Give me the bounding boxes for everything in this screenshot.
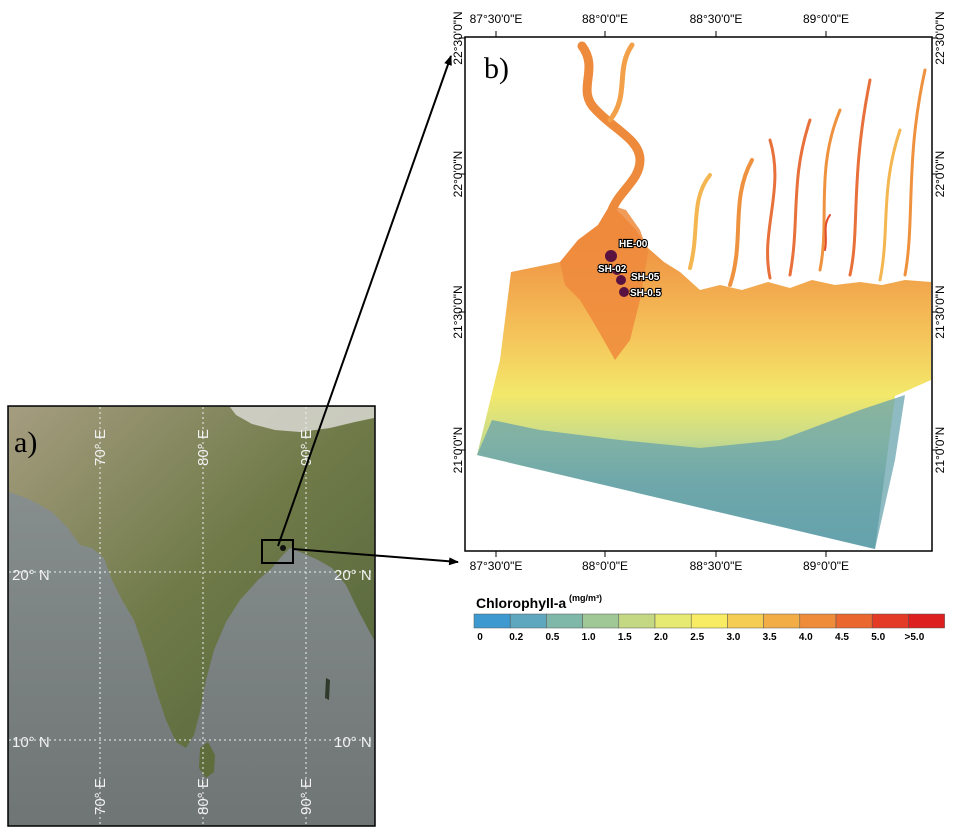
legend-tick-label: 5.0 xyxy=(871,632,885,643)
legend-swatch xyxy=(871,613,909,629)
legend-tick-label: 0.2 xyxy=(509,632,523,643)
legend-swatch xyxy=(582,613,620,629)
panel-b-lat-left-22-30: 22°30'0"N xyxy=(451,11,465,64)
legend-swatch xyxy=(799,613,837,629)
panel-b-lon-top-89-0: 89°0'0"E xyxy=(803,12,849,26)
station-label-he-00: HE-00 xyxy=(619,239,648,250)
legend-swatch xyxy=(763,613,801,629)
station-marker xyxy=(612,265,622,275)
legend-swatch xyxy=(473,613,511,629)
legend-swatch xyxy=(509,613,547,629)
low-chl-band xyxy=(477,395,905,549)
panel-a-lat-right-10: 10° N xyxy=(334,734,372,751)
panel-a-map: a) 70° E 80° E 90° E 70° E 80° E 90° E 2… xyxy=(7,405,376,827)
legend-tick-label: 3.5 xyxy=(763,632,777,643)
panel-a-lon-bottom-90: 90° E xyxy=(298,778,315,815)
panel-a-lon-top-90: 90° E xyxy=(298,429,315,466)
high-chl-plume xyxy=(560,205,648,360)
legend-ticks: 0 0.2 0.5 1.0 1.5 2.0 2.5 3.0 3.5 4.0 4.5 5.0 >5.0 xyxy=(477,632,924,643)
legend-unit: (mg/m³) xyxy=(569,593,602,603)
station-label-sh-02: SH-02 xyxy=(598,264,627,275)
station-marker xyxy=(605,250,617,262)
panel-b-lat-right-21-0: 21°0'0"N xyxy=(933,427,947,474)
panel-a-lon-top-70: 70° E xyxy=(92,429,109,466)
panel-b-lat-right-22-0: 22°0'0"N xyxy=(933,151,947,198)
legend-tick-label: 1.0 xyxy=(582,632,596,643)
hooghly-river xyxy=(577,41,645,215)
legend-swatch xyxy=(546,613,583,629)
panel-b-label: b) xyxy=(484,52,509,85)
panel-a-lon-bottom-70: 70° E xyxy=(92,778,109,815)
panel-a-label: a) xyxy=(14,426,37,459)
station-label-sh-0-5: SH-0.5 xyxy=(630,288,662,299)
station-marker xyxy=(616,275,626,285)
legend-tick-label: 1.5 xyxy=(618,632,632,643)
panel-a-lon-bottom-80: 80° E xyxy=(195,778,212,815)
legend-swatch xyxy=(618,613,656,629)
panel-b-lat-left-21-0: 21°0'0"N xyxy=(451,427,465,474)
legend-swatch xyxy=(654,613,692,629)
andaman-islands xyxy=(325,678,330,700)
legend-title: Chlorophyll-a xyxy=(476,595,566,611)
station-label-sh-05: SH-05 xyxy=(631,272,660,283)
legend-tick-label: 4.0 xyxy=(799,632,813,643)
panel-b-lat-right-22-30: 22°30'0"N xyxy=(933,11,947,64)
station-marker xyxy=(619,287,629,297)
panel-b-lat-left-21-30: 21°30'0"N xyxy=(451,285,465,338)
legend-tick-label: 4.5 xyxy=(835,632,849,643)
study-area-point xyxy=(280,545,286,551)
chlorophyll-legend: Chlorophyll-a (mg/m³) 0 0.2 0.5 1.0 1.5 2.0 2.… xyxy=(473,593,945,643)
panel-b-lat-right-21-30: 21°30'0"N xyxy=(933,285,947,338)
panel-b-lon-bottom-88-0: 88°0'0"E xyxy=(582,559,628,573)
legend-swatch xyxy=(908,613,945,629)
panel-b-lon-bottom-87-30: 87°30'0"E xyxy=(470,559,523,573)
arrow-to-bottom xyxy=(292,548,459,566)
legend-tick-label: 0.5 xyxy=(545,632,559,643)
panel-b-lon-top-88-0: 88°0'0"E xyxy=(582,12,628,26)
legend-swatch xyxy=(727,613,764,629)
legend-tick-label: 0 xyxy=(477,632,483,643)
legend-swatches xyxy=(473,613,945,629)
legend-tick-label: 2.0 xyxy=(654,632,668,643)
panel-a-lat-right-20: 20° N xyxy=(334,567,372,584)
himalaya-snow xyxy=(230,407,374,432)
legend-tick-label: 3.0 xyxy=(726,632,740,643)
panel-b-lat-left-22-0: 22°0'0"N xyxy=(451,151,465,198)
panel-b-ticks xyxy=(459,31,938,557)
panel-a-lat-left-20: 20° N xyxy=(12,567,50,584)
sundarbans-channels xyxy=(688,68,927,287)
panel-a-lat-left-10: 10° N xyxy=(12,734,50,751)
stations: HE-00 SH-02 SH-05 SH-0.5 xyxy=(597,238,663,300)
panel-b-lon-top-87-30: 87°30'0"E xyxy=(470,12,523,26)
panel-b-lon-top-88-30: 88°30'0"E xyxy=(690,12,743,26)
legend-swatch xyxy=(835,613,873,629)
arrow-to-top xyxy=(277,55,452,547)
panel-b-lon-bottom-89-0: 89°0'0"E xyxy=(803,559,849,573)
legend-tick-label: 2.5 xyxy=(690,632,704,643)
study-area-box xyxy=(261,539,294,564)
panel-a-graticule xyxy=(9,407,374,826)
hooghly-river-branch xyxy=(607,42,635,123)
legend-swatch xyxy=(690,613,728,629)
legend-tick-label: >5.0 xyxy=(905,632,925,643)
panel-b-lon-bottom-88-30: 88°30'0"E xyxy=(690,559,743,573)
panel-a-lon-top-80: 80° E xyxy=(195,429,212,466)
panel-b-map: HE-00 SH-02 SH-05 SH-0.5 b) 87°30'0"E 88… xyxy=(451,11,947,573)
